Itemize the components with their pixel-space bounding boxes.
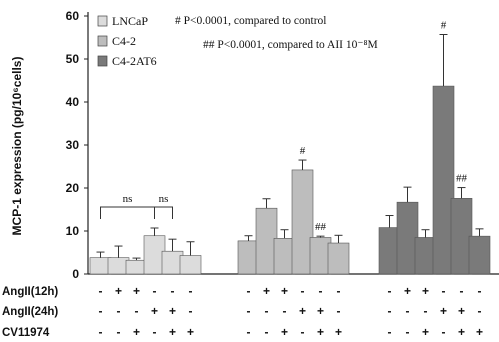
legend-swatch-c4-2: [97, 35, 108, 47]
bar-c4-2at6-6: [468, 235, 491, 275]
treatment-row-label: AngII(24h): [2, 306, 58, 318]
treatment-sign: -: [406, 304, 410, 318]
bar-lncap-6: [179, 255, 202, 275]
treatment-sign: -: [99, 284, 103, 298]
treatment-sign: -: [478, 304, 482, 318]
ns-bracket: [154, 206, 173, 219]
y-tick-label: 50: [66, 52, 80, 66]
significance-mark: ##: [456, 173, 468, 185]
treatment-sign: +: [299, 304, 306, 318]
treatment-sign: -: [99, 325, 103, 339]
ns-bracket: [100, 206, 155, 219]
treatment-sign: -: [388, 284, 392, 298]
treatment-table: AngII(12h) - + + - - - - + + - - - - + + - - -AngII(24h) - -…: [2, 284, 483, 339]
treatment-sign: +: [133, 325, 140, 339]
treatment-sign: +: [335, 325, 342, 339]
treatment-sign: +: [169, 304, 176, 318]
treatment-sign: -: [117, 325, 121, 339]
y-tick-label: 0: [72, 267, 79, 281]
significance-mark: #: [300, 145, 306, 157]
legend-label-c4-2at6: C4-2AT6: [112, 54, 157, 68]
legend-label-lncap: LNCaP: [112, 14, 148, 28]
treatment-sign: -: [189, 284, 193, 298]
treatment-sign: +: [133, 284, 140, 298]
y-tick-label: 20: [66, 181, 80, 195]
treatment-sign: +: [476, 325, 483, 339]
treatment-sign: -: [189, 304, 193, 318]
treatment-sign: -: [171, 284, 175, 298]
treatment-sign: -: [442, 284, 446, 298]
treatment-sign: -: [319, 284, 323, 298]
treatment-sign: +: [404, 284, 411, 298]
annotation-layer: ######ns ns: [100, 19, 468, 233]
treatment-sign: +: [317, 304, 324, 318]
significance-mark: ##: [315, 221, 327, 233]
ns-label: ns: [123, 193, 133, 205]
treatment-sign: -: [153, 284, 157, 298]
legend: LNCaP C4-2 C4-2AT6 # P<0.0001, compared to …: [97, 14, 378, 68]
treatment-sign: +: [263, 284, 270, 298]
treatment-sign: +: [281, 284, 288, 298]
treatment-row-label: CV11974: [2, 327, 50, 339]
treatment-sign: -: [424, 304, 428, 318]
treatment-row-label: AngII(12h): [2, 286, 58, 298]
treatment-sign: -: [265, 325, 269, 339]
ns-label: ns: [159, 193, 169, 205]
treatment-sign: -: [265, 304, 269, 318]
treatment-sign: +: [169, 325, 176, 339]
treatment-sign: +: [458, 325, 465, 339]
treatment-sign: -: [442, 325, 446, 339]
treatment-sign: +: [440, 304, 447, 318]
treatment-sign: -: [247, 325, 251, 339]
treatment-sign: -: [388, 325, 392, 339]
treatment-sign: +: [281, 325, 288, 339]
note-significance-aii: ## P<0.0001, compared to AII 10⁻⁸M: [203, 39, 378, 51]
treatment-sign: -: [301, 325, 305, 339]
y-tick-label: 10: [66, 224, 80, 238]
treatment-sign: -: [247, 284, 251, 298]
treatment-sign: -: [406, 325, 410, 339]
treatment-sign: +: [422, 325, 429, 339]
treatment-sign: -: [99, 304, 103, 318]
treatment-sign: -: [135, 304, 139, 318]
y-axis-label: MCP-1 expression (pg/10⁶cells): [10, 57, 24, 236]
treatment-sign: -: [117, 304, 121, 318]
treatment-sign: -: [478, 284, 482, 298]
treatment-sign: -: [301, 284, 305, 298]
legend-swatch-c4-2at6: [97, 55, 108, 67]
treatment-sign: -: [153, 325, 157, 339]
legend-swatch-lncap: [97, 15, 108, 27]
treatment-sign: +: [115, 284, 122, 298]
note-significance-control: # P<0.0001, compared to control: [175, 15, 327, 27]
treatment-sign: -: [337, 304, 341, 318]
significance-mark: #: [441, 19, 447, 31]
treatment-sign: -: [283, 304, 287, 318]
treatment-sign: +: [422, 284, 429, 298]
y-tick-label: 60: [66, 9, 80, 23]
y-tick-label: 40: [66, 95, 80, 109]
treatment-sign: +: [458, 304, 465, 318]
bar-c4-2-6: [327, 242, 350, 275]
treatment-sign: -: [247, 304, 251, 318]
treatment-sign: +: [151, 304, 158, 318]
y-tick-label: 30: [66, 138, 80, 152]
treatment-sign: -: [337, 284, 341, 298]
treatment-sign: -: [388, 304, 392, 318]
legend-label-c4-2: C4-2: [112, 34, 136, 48]
treatment-sign: -: [460, 284, 464, 298]
treatment-sign: +: [317, 325, 324, 339]
treatment-sign: +: [187, 325, 194, 339]
bars-layer: [89, 33, 491, 275]
